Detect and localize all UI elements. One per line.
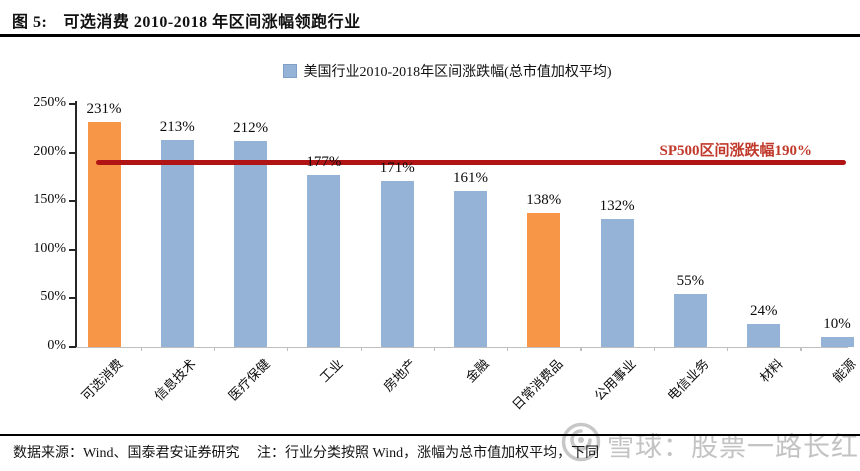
- y-axis-label: 0%: [47, 338, 66, 353]
- y-axis-label: 150%: [33, 192, 66, 208]
- x-axis-label: 可选消费: [78, 356, 126, 404]
- figure-header: 图 5: 可选消费 2010-2018 年区间涨幅领跑行业: [12, 8, 361, 32]
- bar: [600, 218, 634, 347]
- bar-value-label: 213%: [159, 118, 195, 135]
- bar: [160, 139, 194, 347]
- bar-value-label: 231%: [86, 101, 122, 118]
- bar-value-label: 161%: [453, 169, 488, 186]
- x-axis-label: 材料: [756, 356, 786, 386]
- bar-value-label: 177%: [306, 153, 342, 170]
- bar: [820, 337, 854, 347]
- legend-label: 美国行业2010-2018年区间涨跌幅(总市值加权平均): [303, 65, 612, 80]
- x-axis-tick: [287, 347, 289, 351]
- y-axis-line: [74, 101, 77, 347]
- y-axis-label: 200%: [33, 143, 66, 159]
- x-axis-label: 房地产: [380, 356, 419, 395]
- x-axis-tick: [580, 347, 582, 351]
- reference-line-label: SP500区间涨跌幅190%: [659, 143, 812, 160]
- footer-divider: [0, 434, 860, 436]
- y-axis-tick: [69, 248, 76, 251]
- y-axis-label: 50%: [40, 289, 66, 305]
- watermark-text: 雪球：股票一路长红: [607, 432, 859, 462]
- bar-value-label: 171%: [379, 159, 415, 176]
- methodology-note-text: 注：行业分类按照 Wind，涨幅为总市值加权平均，下同: [257, 446, 600, 461]
- x-axis-tick: [360, 347, 362, 351]
- chart-legend: 美国行业2010-2018年区间涨跌幅(总市值加权平均): [34, 61, 860, 81]
- figure-title: 可选消费 2010-2018 年区间涨幅领跑行业: [63, 14, 361, 31]
- bar: [87, 122, 121, 347]
- watermark: 雪球：股票一路长红: [560, 421, 859, 468]
- x-axis-tick: [727, 347, 729, 351]
- reference-line: [96, 159, 846, 165]
- title-divider: [0, 34, 860, 37]
- x-axis-tick: [140, 347, 142, 351]
- bar: [454, 190, 487, 347]
- y-axis-tick: [69, 297, 76, 300]
- y-axis-tick: [69, 103, 76, 105]
- x-axis-label: 日常消费品: [508, 356, 566, 413]
- x-axis-label: 电信业务: [664, 356, 713, 404]
- x-axis-tick: [433, 347, 436, 351]
- x-axis-label: 公用事业: [591, 356, 639, 404]
- x-axis-label: 工业: [316, 356, 346, 386]
- y-axis-label: 100%: [33, 240, 66, 256]
- x-axis-line: [76, 346, 848, 348]
- x-axis-label: 信息技术: [151, 356, 200, 404]
- y-axis-tick: [69, 200, 76, 203]
- bar: [527, 212, 561, 347]
- bar: [234, 140, 268, 347]
- bar-value-label: 55%: [676, 272, 705, 289]
- x-axis-label: 能源: [829, 356, 859, 386]
- bar: [307, 174, 341, 347]
- footer-note: 数据来源：Wind、国泰君安证券研究 注：行业分类按照 Wind，涨幅为总市值加…: [13, 442, 599, 462]
- x-axis-label: 金融: [463, 356, 493, 386]
- x-axis-tick: [653, 347, 655, 351]
- bar: [380, 180, 414, 347]
- snowball-logo-icon: [560, 421, 602, 468]
- x-axis-tick: [213, 347, 216, 351]
- bar-value-label: 132%: [599, 197, 635, 214]
- bar-value-label: 212%: [233, 119, 269, 136]
- figure-number: 图 5:: [12, 14, 48, 31]
- legend-swatch-icon: [282, 64, 297, 78]
- bar: [673, 293, 707, 347]
- y-axis-tick: [69, 151, 76, 154]
- x-axis-label: 医疗保健: [224, 356, 273, 404]
- bar: [747, 323, 781, 347]
- y-axis-tick: [69, 346, 76, 348]
- x-axis-tick: [800, 347, 802, 351]
- bar-value-label: 138%: [526, 191, 562, 208]
- bar-value-label: 24%: [749, 302, 778, 319]
- x-axis-tick: [507, 347, 509, 351]
- bar-value-label: 10%: [823, 316, 851, 333]
- y-axis-label: 250%: [33, 95, 66, 110]
- data-source-text: 数据来源：Wind、国泰君安证券研究: [13, 446, 240, 461]
